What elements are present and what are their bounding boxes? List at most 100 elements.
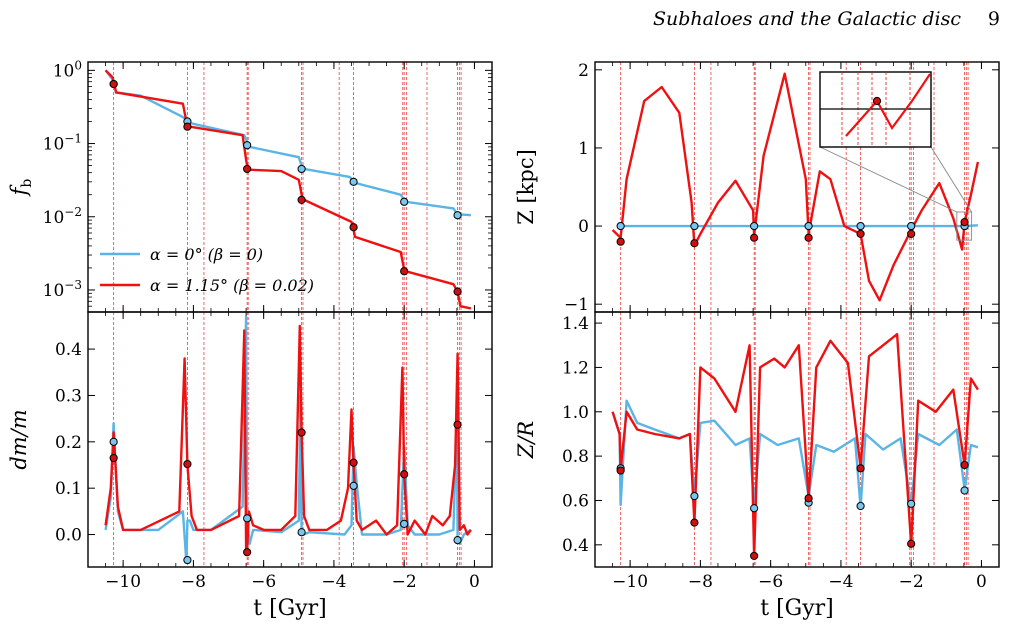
x-axis-label: t [Gyr]	[760, 596, 834, 621]
marker-red	[907, 229, 916, 238]
xtick-label: −8	[688, 572, 713, 592]
marker-blue	[750, 221, 759, 231]
inset-connector	[819, 146, 958, 213]
marker-red	[297, 195, 306, 204]
inset-red-line	[845, 73, 931, 137]
series-line-blue	[104, 315, 472, 564]
panel-Z: −1 0 1 2 Z [kpc]	[514, 61, 1000, 315]
x-axis-label: t [Gyr]	[253, 596, 327, 621]
marker-red	[907, 539, 916, 548]
marker-blue	[907, 221, 916, 231]
marker-blue	[616, 221, 625, 231]
y-axis-label: dm/m	[7, 409, 31, 469]
marker-blue	[349, 481, 358, 490]
marker-blue	[856, 501, 865, 511]
legend-entry: α = 1.15° (β = 0.02)	[150, 276, 314, 295]
marker-blue	[690, 491, 699, 501]
marker-red	[109, 79, 118, 89]
running-title: Subhaloes and the Galactic disc	[652, 8, 961, 30]
ytick-label: 2	[578, 61, 589, 81]
y-axis-label: Z/R	[514, 421, 538, 460]
y-axis-label: Z [kpc]	[514, 149, 538, 225]
marker-red	[349, 223, 358, 232]
ytick-label: 100	[53, 58, 82, 81]
marker-red	[400, 470, 409, 479]
panel-ZR: 0.4 0.6 0.8 1.0 1.2 1.4 −10 −8 −6 −4 −2 0 t [Gyr] Z/R	[514, 311, 1000, 621]
marker-blue	[243, 141, 252, 150]
marker-red	[453, 287, 462, 296]
series-line-red	[611, 333, 979, 558]
axes-frame	[594, 311, 1000, 568]
ytick-label: 0.4	[55, 340, 82, 360]
series-line-red	[611, 72, 980, 302]
ytick-label: 0.2	[55, 433, 82, 453]
xtick-label: −6	[758, 572, 783, 592]
ytick-label: 0.3	[55, 386, 82, 406]
y-axis-label: fb	[7, 179, 35, 198]
marker-red	[183, 459, 192, 469]
panel-fb: 10−3 10−2 10−1 100 fb α = 0° (β = 0) α = 1.15°…	[7, 58, 493, 313]
plot-area	[104, 62, 472, 312]
series-line-blue	[620, 224, 978, 228]
marker-blue	[856, 221, 865, 231]
marker-red	[750, 233, 759, 242]
marker-red	[349, 458, 358, 467]
page-number: 9	[987, 8, 1000, 30]
ytick-label: 0	[578, 217, 589, 237]
marker-red	[453, 420, 462, 429]
series-line-red	[104, 324, 472, 552]
axes-frame	[594, 61, 1000, 313]
marker-red	[616, 237, 625, 246]
marker-red	[109, 453, 118, 463]
plot-area	[104, 312, 472, 567]
marker-blue	[297, 164, 306, 174]
marker-blue	[750, 504, 759, 513]
ytick-label: −1	[564, 295, 589, 315]
panel-dmm: 0.0 0.1 0.2 0.3 0.4 −10 −8 −6 −4 −2 0 t [Gyr] dm/m	[7, 311, 493, 621]
legend-entry: α = 0° (β = 0)	[150, 245, 263, 264]
xtick-label: 0	[976, 572, 987, 592]
marker-red	[183, 122, 192, 131]
series-line-blue	[104, 69, 471, 217]
xtick-label: −10	[612, 572, 648, 592]
marker-blue	[400, 197, 409, 206]
marker-blue	[400, 519, 409, 528]
marker-red	[243, 164, 252, 174]
inset-source-box	[956, 211, 973, 241]
plot-area	[611, 62, 980, 312]
marker-blue	[183, 555, 192, 565]
inset	[819, 71, 973, 241]
marker-blue	[960, 486, 969, 495]
xtick-label: −4	[321, 572, 346, 592]
ytick-label: 1.2	[562, 358, 589, 378]
marker-blue	[349, 177, 358, 186]
running-header: Subhaloes and the Galactic disc 9	[0, 0, 1016, 40]
marker-red	[243, 548, 252, 557]
ytick-label: 0.1	[55, 479, 82, 499]
ytick-label: 10−3	[43, 278, 82, 301]
ytick-label: 0.4	[562, 536, 589, 556]
ytick-label: 0.6	[562, 491, 589, 511]
ytick-label: 10−1	[43, 132, 82, 155]
marker-red	[690, 239, 699, 248]
xtick-label: −6	[251, 572, 276, 592]
marker-red	[804, 233, 813, 242]
legend: α = 0° (β = 0) α = 1.15° (β = 0.02)	[100, 245, 314, 295]
marker-blue	[453, 211, 462, 220]
marker-red	[690, 518, 699, 527]
ytick-label: 0.0	[55, 526, 82, 546]
plot-area	[611, 312, 979, 567]
ytick-label: 10−2	[43, 205, 82, 228]
xtick-label: −2	[392, 572, 417, 592]
marker-blue	[109, 437, 118, 446]
ytick-label: 1.4	[562, 314, 589, 334]
ytick-label: 1	[578, 139, 589, 159]
ytick-label: 0.8	[562, 447, 589, 467]
marker-red	[960, 218, 969, 227]
marker-red	[400, 267, 409, 276]
xtick-label: −2	[899, 572, 924, 592]
marker-blue	[297, 528, 306, 537]
marker-blue	[453, 536, 462, 545]
series-line-blue	[611, 399, 979, 509]
xtick-label: 0	[469, 572, 480, 592]
